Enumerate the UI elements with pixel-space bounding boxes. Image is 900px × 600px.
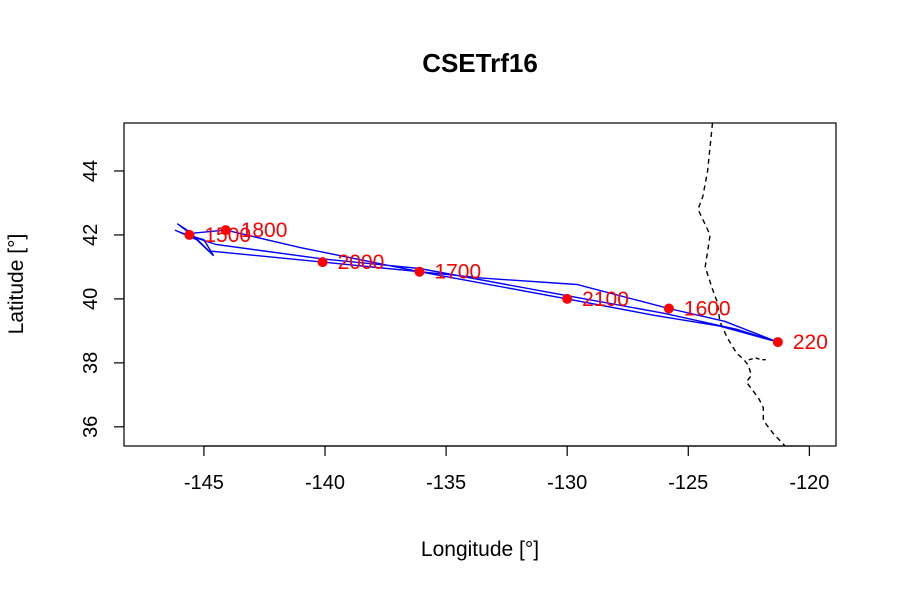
time-marker-point <box>317 257 328 268</box>
x-axis: -145 -140 -135 -130 -125 -120 <box>184 445 829 494</box>
y-tick-label: 36 <box>80 416 102 438</box>
y-tick-label: 44 <box>80 160 102 182</box>
x-tick-label: -125 <box>668 472 708 494</box>
time-marker-label: 220 <box>793 331 828 354</box>
x-tick-label: -135 <box>426 472 466 494</box>
time-marker-label: 1800 <box>241 219 288 242</box>
time-marker-point <box>663 303 674 314</box>
time-marker-point <box>220 225 231 236</box>
y-tick-label: 38 <box>80 352 102 374</box>
coastline-line <box>697 123 786 446</box>
time-marker-point <box>184 229 195 240</box>
plot-frame <box>123 122 837 447</box>
time-marker-label: 2100 <box>582 288 629 311</box>
x-tick-label: -120 <box>789 472 829 494</box>
y-tick-label: 42 <box>80 224 102 246</box>
time-marker-label: 2000 <box>338 251 385 274</box>
coastline <box>697 123 786 446</box>
time-marker-point <box>772 337 783 348</box>
chart-title: CSETrf16 <box>422 48 538 78</box>
x-tick-label: -130 <box>547 472 587 494</box>
x-tick-label: -140 <box>305 472 345 494</box>
time-marker-point <box>414 266 425 277</box>
y-axis: 36 38 40 42 44 <box>80 160 125 438</box>
time-marker-label: 1600 <box>684 297 731 320</box>
bay-line <box>748 357 766 361</box>
time-marker-point <box>562 293 573 304</box>
x-tick-label: -145 <box>184 472 224 494</box>
time-marker-label: 1700 <box>434 261 481 284</box>
time-marker-label: 1500 <box>204 224 251 247</box>
x-axis-label: Longitude [°] <box>421 538 539 561</box>
y-tick-label: 40 <box>80 288 102 310</box>
y-axis-label: Latitude [°] <box>5 234 28 335</box>
